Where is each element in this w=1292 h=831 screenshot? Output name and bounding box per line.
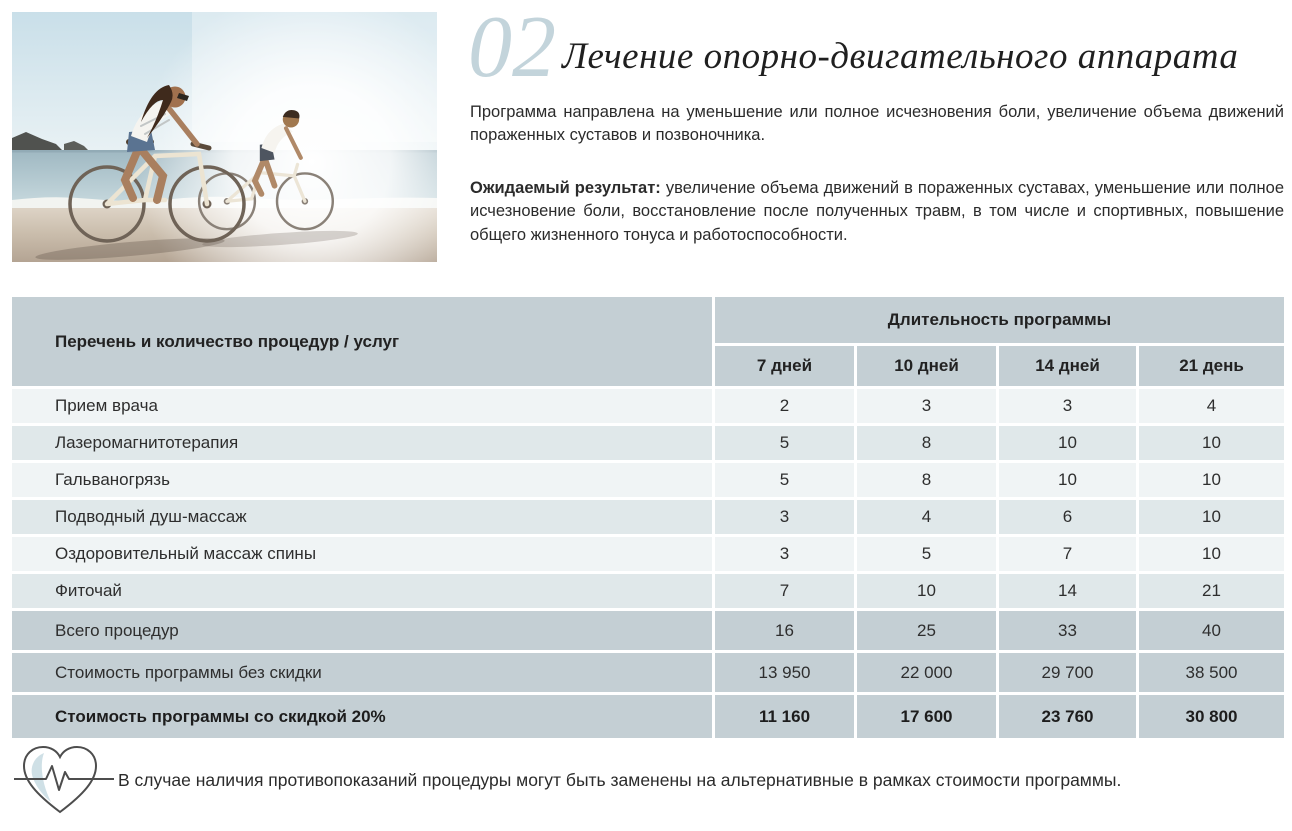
table-cell: 14 xyxy=(999,574,1136,608)
table-cell: 10 xyxy=(1139,463,1284,497)
table-cell: 13 950 xyxy=(715,653,854,692)
table-cell: 6 xyxy=(999,500,1136,534)
table-cell: 17 600 xyxy=(857,695,996,738)
table-header-procedures: Перечень и количество процедур / услуг xyxy=(12,297,712,386)
table-cell: 2 xyxy=(715,389,854,423)
page-title: Лечение опорно-двигательного аппарата xyxy=(562,36,1239,77)
table-cell: 5 xyxy=(715,463,854,497)
table-cell: 30 800 xyxy=(1139,695,1284,738)
table-cell: 3 xyxy=(857,389,996,423)
table-cell: 7 xyxy=(715,574,854,608)
column-header-10-days: 10 дней xyxy=(857,346,996,386)
row-label-total: Всего процедур xyxy=(12,611,712,650)
heart-pulse-icon xyxy=(14,741,114,819)
footer-note: В случае наличия противопоказаний процед… xyxy=(14,740,1282,820)
table-cell: 8 xyxy=(857,426,996,460)
table-cell: 7 xyxy=(999,537,1136,571)
row-label: Лазеромагнитотерапия xyxy=(12,426,712,460)
beach-cycling-photo xyxy=(12,12,437,262)
row-label-price-full: Стоимость программы без скидки xyxy=(12,653,712,692)
section-heading: 02 Лечение опорно-двигательного аппарата xyxy=(468,4,1284,96)
table-cell: 5 xyxy=(857,537,996,571)
table-cell: 10 xyxy=(999,426,1136,460)
column-header-21-days: 21 день xyxy=(1139,346,1284,386)
footer-note-text: В случае наличия противопоказаний процед… xyxy=(118,769,1122,790)
table-cell: 10 xyxy=(857,574,996,608)
intro-paragraph: Программа направлена на уменьшение или п… xyxy=(470,103,1284,145)
row-label-price-discount: Стоимость программы со скидкой 20% xyxy=(12,695,712,738)
table-cell: 3 xyxy=(999,389,1136,423)
row-label: Прием врача xyxy=(12,389,712,423)
row-label: Фиточай xyxy=(12,574,712,608)
table-cell: 16 xyxy=(715,611,854,650)
cyclist-woman xyxy=(68,85,246,243)
table-cell: 4 xyxy=(857,500,996,534)
column-header-14-days: 14 дней xyxy=(999,346,1136,386)
table-cell: 10 xyxy=(1139,500,1284,534)
table-cell: 4 xyxy=(1139,389,1284,423)
table-cell: 3 xyxy=(715,537,854,571)
expected-result-paragraph: Ожидаемый результат: увеличение объема д… xyxy=(470,177,1284,247)
column-header-7-days: 7 дней xyxy=(715,346,854,386)
table-cell: 22 000 xyxy=(857,653,996,692)
table-cell: 38 500 xyxy=(1139,653,1284,692)
table-cell: 10 xyxy=(1139,426,1284,460)
expected-result-label: Ожидаемый результат: xyxy=(470,179,661,197)
row-label: Гальваногрязь xyxy=(12,463,712,497)
table-cell: 3 xyxy=(715,500,854,534)
table-cell: 5 xyxy=(715,426,854,460)
table-cell: 23 760 xyxy=(999,695,1136,738)
table-cell: 40 xyxy=(1139,611,1284,650)
table-cell: 8 xyxy=(857,463,996,497)
section-number: 02 xyxy=(468,0,556,96)
table-cell: 10 xyxy=(999,463,1136,497)
table-header-duration: Длительность программы xyxy=(715,297,1284,343)
row-label: Подводный душ-массаж xyxy=(12,500,712,534)
table-cell: 21 xyxy=(1139,574,1284,608)
table-cell: 10 xyxy=(1139,537,1284,571)
expected-result-text: увеличение объема движений в пораженных … xyxy=(470,179,1284,244)
row-label: Оздоровительный массаж спины xyxy=(12,537,712,571)
table-cell: 33 xyxy=(999,611,1136,650)
table-cell: 29 700 xyxy=(999,653,1136,692)
procedures-table: Перечень и количество процедур / услуг Д… xyxy=(12,297,1284,738)
table-cell: 25 xyxy=(857,611,996,650)
table-cell: 11 160 xyxy=(715,695,854,738)
